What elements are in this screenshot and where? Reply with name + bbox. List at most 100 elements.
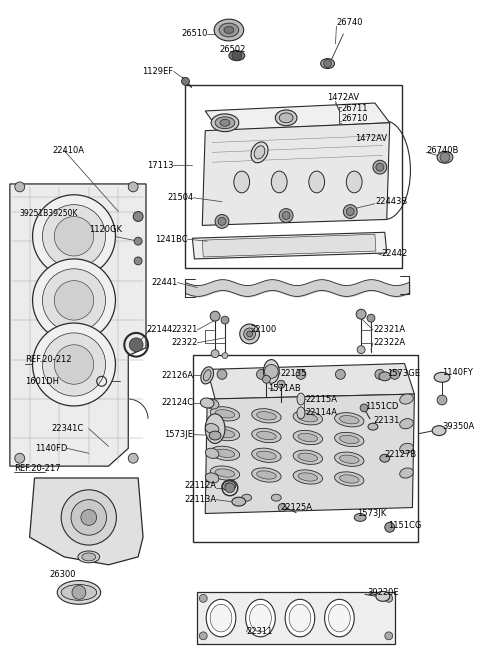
Text: 22127B: 22127B [385, 450, 417, 458]
Ellipse shape [252, 409, 281, 423]
Circle shape [375, 369, 385, 379]
Circle shape [385, 594, 393, 603]
Ellipse shape [309, 171, 324, 193]
Ellipse shape [82, 553, 96, 561]
Ellipse shape [57, 580, 101, 605]
Circle shape [440, 153, 450, 162]
Ellipse shape [321, 59, 335, 69]
Ellipse shape [298, 473, 318, 481]
Ellipse shape [324, 599, 354, 637]
Text: 22126A: 22126A [161, 371, 193, 380]
Circle shape [42, 333, 106, 396]
Ellipse shape [234, 171, 250, 193]
Ellipse shape [220, 119, 230, 126]
Text: 22321: 22321 [171, 326, 197, 335]
Circle shape [240, 324, 260, 344]
Circle shape [390, 369, 399, 379]
Text: 22441: 22441 [151, 278, 178, 287]
Ellipse shape [205, 414, 225, 443]
Polygon shape [207, 364, 414, 399]
Circle shape [296, 369, 306, 379]
Circle shape [336, 369, 345, 379]
Text: 1573JE: 1573JE [164, 430, 193, 439]
Circle shape [360, 404, 368, 412]
Circle shape [211, 350, 219, 358]
Text: 1129EF: 1129EF [143, 67, 174, 76]
Text: 1573JK: 1573JK [357, 509, 386, 518]
Text: 39350A: 39350A [442, 422, 474, 431]
Ellipse shape [289, 605, 311, 632]
Ellipse shape [298, 434, 318, 441]
Text: 22311: 22311 [247, 627, 273, 637]
Ellipse shape [257, 471, 276, 479]
Circle shape [277, 381, 285, 388]
Circle shape [71, 500, 107, 535]
Ellipse shape [335, 432, 364, 447]
Ellipse shape [339, 455, 359, 463]
Circle shape [222, 352, 228, 358]
Polygon shape [10, 184, 146, 466]
Text: 17113: 17113 [147, 160, 174, 170]
Ellipse shape [298, 414, 318, 422]
Circle shape [15, 182, 24, 192]
Text: 22322A: 22322A [373, 338, 405, 347]
Circle shape [129, 338, 143, 352]
Ellipse shape [242, 495, 252, 501]
Text: 26510: 26510 [182, 29, 208, 39]
Text: 26740B: 26740B [426, 146, 458, 155]
Circle shape [218, 217, 226, 225]
Circle shape [232, 50, 242, 61]
Circle shape [54, 217, 94, 256]
Circle shape [247, 331, 252, 337]
Ellipse shape [205, 399, 219, 409]
Text: 22100: 22100 [251, 326, 277, 335]
Ellipse shape [335, 452, 364, 466]
Text: REF.20-212: REF.20-212 [24, 355, 71, 364]
Ellipse shape [215, 430, 235, 438]
Circle shape [54, 280, 94, 320]
Ellipse shape [257, 411, 276, 420]
Ellipse shape [250, 605, 271, 632]
Ellipse shape [339, 416, 359, 424]
Text: 22113A: 22113A [184, 495, 216, 504]
Ellipse shape [368, 423, 378, 430]
Ellipse shape [297, 407, 305, 419]
Text: 1151CG: 1151CG [388, 521, 421, 530]
Ellipse shape [335, 413, 364, 427]
Circle shape [210, 311, 220, 321]
Text: 26502: 26502 [219, 45, 245, 54]
Ellipse shape [252, 468, 281, 482]
Ellipse shape [275, 110, 297, 126]
Circle shape [33, 259, 115, 342]
Ellipse shape [210, 446, 240, 460]
Text: 1601DH: 1601DH [24, 377, 59, 386]
Ellipse shape [346, 171, 362, 193]
Text: 22124C: 22124C [161, 398, 193, 407]
Circle shape [33, 195, 115, 278]
Ellipse shape [285, 599, 315, 637]
Ellipse shape [211, 114, 239, 132]
Polygon shape [192, 233, 387, 259]
Polygon shape [202, 234, 376, 257]
Ellipse shape [201, 367, 214, 384]
Ellipse shape [293, 450, 323, 464]
Ellipse shape [400, 468, 413, 478]
Ellipse shape [219, 23, 239, 37]
Circle shape [134, 257, 142, 265]
Circle shape [376, 163, 384, 171]
Text: 22341C: 22341C [51, 424, 84, 433]
Circle shape [385, 523, 395, 533]
Ellipse shape [339, 475, 359, 483]
Circle shape [324, 60, 332, 67]
Ellipse shape [293, 470, 323, 484]
Ellipse shape [379, 372, 391, 381]
Circle shape [215, 215, 229, 229]
Text: 22443B: 22443B [375, 197, 407, 206]
Circle shape [217, 369, 227, 379]
Text: 26300: 26300 [49, 570, 76, 579]
Circle shape [133, 212, 143, 221]
Text: REF.20-217: REF.20-217 [14, 464, 60, 473]
Circle shape [225, 483, 235, 493]
Circle shape [256, 369, 266, 379]
Text: 22144: 22144 [146, 326, 172, 335]
